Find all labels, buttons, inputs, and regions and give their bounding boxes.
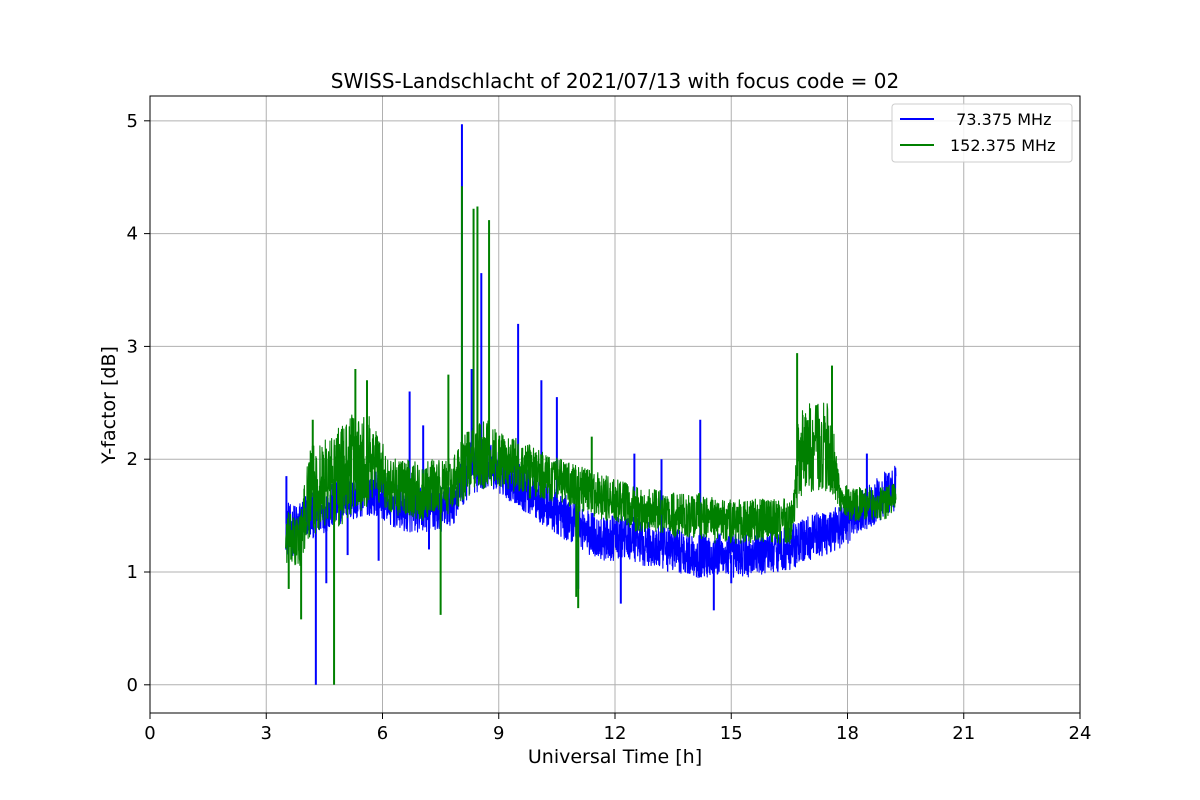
legend-label-152mhz: 152.375 MHz	[950, 136, 1055, 155]
series-line-1	[285, 402, 897, 567]
x-axis-label: Universal Time [h]	[528, 746, 702, 768]
x-tick-label: 21	[952, 723, 975, 744]
x-tick-label: 18	[836, 723, 859, 744]
y-tick-label: 0	[127, 675, 138, 696]
series-lines	[285, 124, 897, 685]
y-tick-label: 1	[127, 562, 138, 583]
y-tick-label: 3	[127, 336, 138, 357]
legend-box	[891, 103, 1073, 163]
y-tick-label: 2	[127, 449, 138, 470]
chart-title: SWISS-Landschlacht of 2021/07/13 with fo…	[331, 69, 899, 93]
x-tick-label: 12	[604, 723, 627, 744]
y-axis-label: Y-factor [dB]	[98, 346, 120, 465]
x-tick-label: 3	[261, 723, 272, 744]
legend: 73.375 MHz 152.375 MHz	[891, 103, 1073, 163]
x-tick-label: 15	[720, 723, 743, 744]
x-tick-label: 0	[144, 723, 155, 744]
y-tick-label: 4	[127, 224, 138, 245]
x-tick-label: 24	[1069, 723, 1092, 744]
legend-label-73mhz: 73.375 MHz	[946, 110, 1051, 129]
x-tick-label: 9	[493, 723, 504, 744]
x-tick-label: 6	[377, 723, 388, 744]
y-tick-label: 5	[127, 111, 138, 132]
